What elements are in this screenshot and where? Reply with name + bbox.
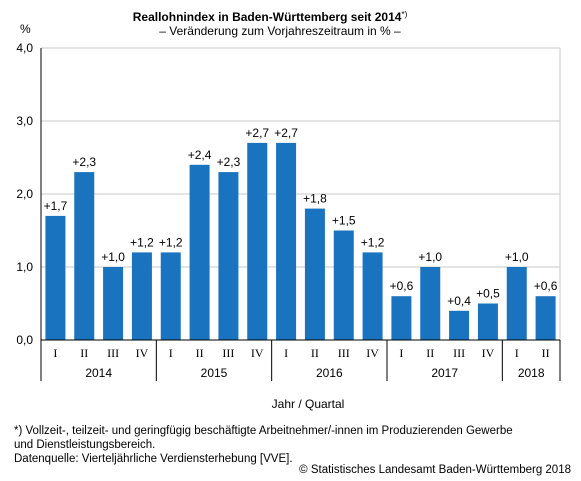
bar	[535, 296, 556, 340]
bar	[160, 252, 181, 340]
bar-value-label: +1,0	[418, 250, 442, 264]
footnote-line-2: und Dienstleistungsbereich.	[14, 439, 156, 451]
y-tick-label: 0,0	[16, 333, 33, 347]
bar	[391, 296, 412, 340]
bar-value-label: +2,7	[274, 126, 298, 140]
bar	[333, 230, 354, 340]
x-tick-label: I	[284, 346, 288, 360]
y-axis-unit: %	[20, 22, 31, 36]
bar	[131, 252, 152, 340]
chart-title-text: Reallohnindex in Baden-Württemberg seit …	[133, 10, 402, 24]
x-axis-title: Jahr / Quartal	[272, 397, 345, 411]
bar-value-label: +0,5	[476, 287, 500, 301]
y-tick-label: 4,0	[16, 41, 33, 55]
bar	[103, 267, 124, 340]
y-tick-label: 1,0	[16, 260, 33, 274]
bar	[74, 172, 95, 340]
x-tick-label: III	[338, 346, 350, 360]
x-tick-label: II	[542, 346, 550, 360]
x-tick-label: III	[222, 346, 234, 360]
chart-title: Reallohnindex in Baden-Württemberg seit …	[133, 10, 408, 24]
x-tick-label: I	[169, 346, 173, 360]
bar	[189, 164, 210, 340]
bar-value-label: +2,4	[188, 148, 212, 162]
bar	[218, 172, 239, 340]
bar-value-label: +1,7	[44, 199, 68, 213]
year-group-label: 2017	[431, 366, 458, 380]
bar-value-label: +2,7	[245, 126, 269, 140]
bar	[45, 215, 66, 340]
bar-value-label: +2,3	[217, 155, 241, 169]
bar	[276, 142, 297, 340]
bar	[449, 310, 470, 340]
bar	[506, 267, 527, 340]
bar	[477, 303, 498, 340]
year-group-label: 2018	[518, 366, 545, 380]
x-tick-label: III	[107, 346, 119, 360]
x-tick-label: IV	[482, 346, 495, 360]
bar-value-label: +2,3	[72, 155, 96, 169]
x-tick-label: I	[399, 346, 403, 360]
year-group-label: 2016	[316, 366, 343, 380]
source-note: Datenquelle: Vierteljährliche Verdienste…	[14, 453, 293, 465]
footnote-marker: *)	[401, 10, 407, 19]
y-tick-label: 2,0	[16, 187, 33, 201]
bar-value-label: +0,6	[390, 279, 414, 293]
bar-value-label: +1,2	[159, 235, 183, 249]
footnote-line-1: *) Vollzeit-, teilzeit- und geringfügig …	[14, 425, 513, 437]
y-tick-label: 3,0	[16, 114, 33, 128]
year-group-label: 2015	[201, 366, 228, 380]
bar	[247, 142, 268, 340]
x-tick-label: I	[53, 346, 57, 360]
year-group-label: 2014	[85, 366, 112, 380]
bar-value-label: +1,0	[101, 250, 125, 264]
bar-value-label: +1,2	[361, 235, 385, 249]
bar-value-label: +1,0	[505, 250, 529, 264]
x-tick-label: II	[426, 346, 434, 360]
bar	[304, 208, 325, 340]
x-tick-label: IV	[366, 346, 379, 360]
x-tick-label: II	[80, 346, 88, 360]
bar-value-label: +1,5	[332, 214, 356, 228]
x-tick-label: II	[196, 346, 204, 360]
bar-value-label: +0,4	[447, 294, 471, 308]
x-tick-label: IV	[136, 346, 149, 360]
bar-value-label: +0,6	[534, 279, 558, 293]
bar	[362, 252, 383, 340]
x-tick-label: IV	[251, 346, 264, 360]
chart-subtitle: – Veränderung zum Vorjahreszeitraum in %…	[159, 24, 401, 38]
bar-value-label: +1,2	[130, 235, 154, 249]
x-tick-label: II	[311, 346, 319, 360]
bar-value-label: +1,8	[303, 192, 327, 206]
copyright-credit: © Statistisches Landesamt Baden-Württemb…	[299, 464, 571, 476]
x-tick-label: I	[515, 346, 519, 360]
bar	[420, 267, 441, 340]
x-tick-label: III	[453, 346, 465, 360]
